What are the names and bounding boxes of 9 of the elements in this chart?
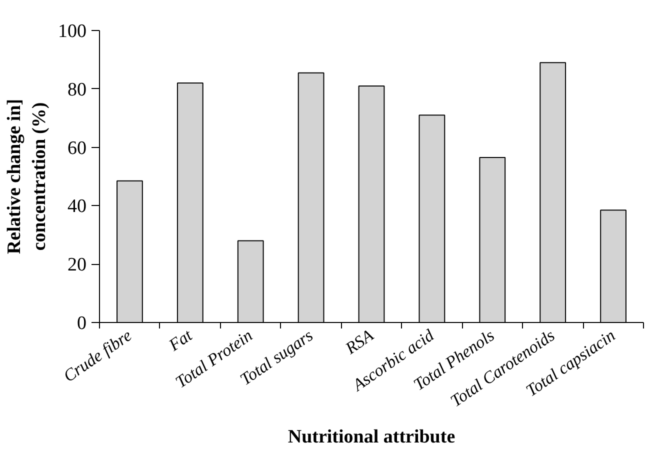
y-tick-label: 100 [58, 21, 86, 42]
y-tick-label: 80 [68, 79, 86, 100]
y-tick-label: 60 [68, 138, 86, 159]
y-tick-label: 20 [68, 254, 86, 276]
y-tick-label: 0 [77, 313, 86, 334]
x-tick-label: Fat [164, 324, 197, 356]
x-axis-title: Nutritional attribute [288, 426, 456, 448]
y-tick-label: 40 [68, 196, 86, 218]
y-axis-title: Relative change in] concentration (%) [4, 98, 50, 254]
